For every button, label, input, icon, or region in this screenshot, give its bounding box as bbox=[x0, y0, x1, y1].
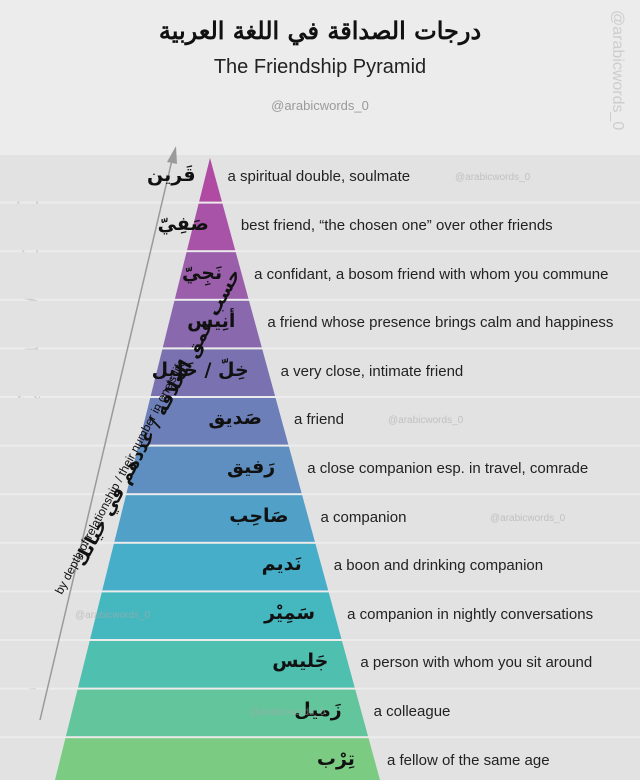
english-meaning: a person with whom you sit around bbox=[360, 654, 593, 672]
row-watermark: @arabicwords_0 bbox=[388, 415, 464, 427]
row-band bbox=[0, 252, 640, 299]
pyramid-level bbox=[55, 689, 380, 737]
depth-arrow-head bbox=[167, 146, 177, 164]
pyramid-rows bbox=[0, 155, 640, 780]
author-handle: @arabicwords_0 bbox=[271, 98, 369, 113]
english-meaning: a friend bbox=[293, 411, 344, 429]
english-meaning: a companion in nightly conversations bbox=[347, 605, 594, 623]
row-band bbox=[0, 446, 640, 494]
arabic-term: صَاحِب bbox=[229, 504, 289, 527]
english-meaning: best friend, “the chosen one” over other… bbox=[240, 216, 553, 234]
row-watermark: @arabicwords_0 bbox=[75, 609, 151, 621]
arabic-title: درجات الصداقة في اللغة العربية bbox=[158, 16, 482, 45]
pyramid-level bbox=[55, 738, 380, 780]
arabic-term: رَفيق bbox=[226, 455, 276, 478]
arabic-term: نَديم bbox=[261, 553, 302, 576]
english-meaning: a fellow of the same age bbox=[386, 751, 550, 769]
english-meaning: a very close, intimate friend bbox=[280, 362, 464, 380]
english-meaning: a friend whose presence brings calm and … bbox=[267, 314, 614, 332]
row-band bbox=[0, 349, 640, 396]
english-meaning: a colleague bbox=[373, 702, 451, 720]
english-meaning: a close companion esp. in travel, comrad… bbox=[307, 459, 589, 477]
arabic-term: سَمِيْر bbox=[264, 601, 316, 624]
pyramid-level bbox=[55, 592, 380, 639]
row-watermark: @arabicwords_0 bbox=[455, 172, 531, 184]
arabic-term: زَميل bbox=[294, 698, 342, 721]
row-watermark: @arabicwords_0 bbox=[490, 512, 566, 524]
row-band bbox=[0, 495, 640, 542]
arabic-term: صَديق bbox=[208, 407, 262, 430]
arabic-term: خِلّ / خَليل bbox=[151, 358, 249, 381]
arabic-term: أنِيس bbox=[187, 310, 236, 333]
pyramid-level bbox=[55, 641, 380, 688]
row-band bbox=[0, 203, 640, 251]
arabic-term: قَرين bbox=[147, 164, 196, 187]
arabic-term: جَليس bbox=[272, 650, 329, 673]
depth-arrow-line bbox=[39, 159, 173, 721]
english-meaning: a companion bbox=[320, 508, 407, 526]
row-band bbox=[0, 300, 640, 348]
arabic-term: تِرْب bbox=[316, 747, 355, 770]
row-watermark: @arabicwords_0 bbox=[250, 706, 326, 718]
arabic-term: نَجِيّ bbox=[182, 261, 223, 284]
english-meaning: a boon and drinking companion bbox=[333, 557, 544, 575]
arabic-term: صَفِيّ bbox=[157, 212, 209, 235]
english-meaning: a spiritual double, soulmate bbox=[227, 168, 411, 186]
row-band bbox=[0, 155, 640, 202]
english-title: The Friendship Pyramid bbox=[213, 56, 427, 78]
english-meaning: a confidant, a bosom friend with whom yo… bbox=[254, 265, 609, 283]
